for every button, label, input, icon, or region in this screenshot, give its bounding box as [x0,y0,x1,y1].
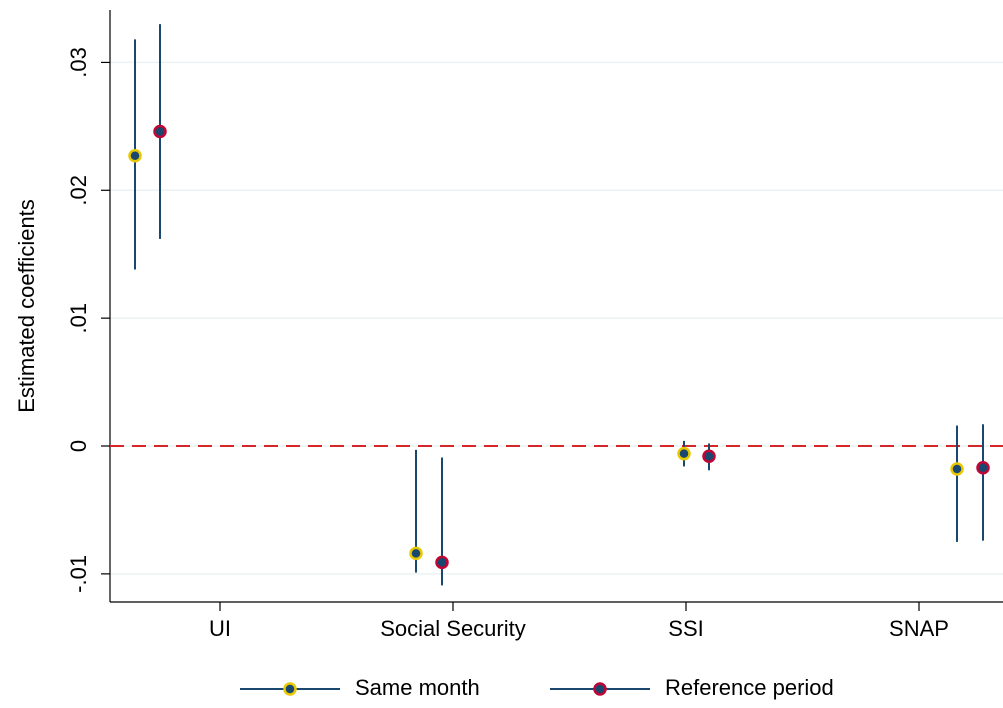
legend-label: Same month [355,675,480,700]
point [677,446,691,461]
point [976,460,990,475]
point [128,149,142,163]
point [950,462,964,476]
x-tick-label: UI [209,616,231,641]
x-tick-label: Social Security [380,616,526,641]
legend-label: Reference period [665,675,834,700]
point [435,555,449,570]
x-tick-label: SSI [668,616,703,641]
y-tick-label: .01 [66,303,91,334]
legend-marker [593,682,607,696]
legend-marker [283,682,297,696]
y-tick-label: .02 [66,175,91,206]
point [153,124,167,139]
point [409,546,423,561]
y-axis-title: Estimated coefficients [14,199,39,413]
point [702,449,716,463]
y-tick-label: 0 [66,440,91,452]
x-tick-label: SNAP [889,616,949,641]
y-tick-label: -.01 [66,555,91,593]
y-tick-label: .03 [66,47,91,78]
